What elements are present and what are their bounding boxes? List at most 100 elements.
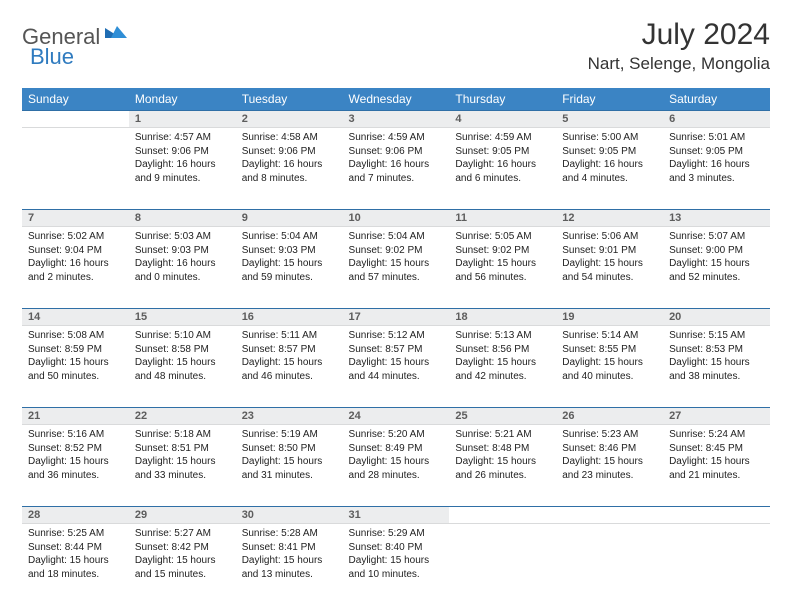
daylight-line: Daylight: 15 hours and 50 minutes. [28, 356, 123, 383]
daylight-line: Daylight: 16 hours and 3 minutes. [669, 158, 764, 185]
sunrise-line: Sunrise: 5:24 AM [669, 428, 764, 442]
day-cell: Sunrise: 5:01 AMSunset: 9:05 PMDaylight:… [663, 128, 770, 210]
sunrise-line: Sunrise: 4:58 AM [242, 131, 337, 145]
day-number-row: 123456 [22, 111, 770, 128]
sunset-line: Sunset: 9:06 PM [242, 145, 337, 159]
day-cell: Sunrise: 4:57 AMSunset: 9:06 PMDaylight:… [129, 128, 236, 210]
day-number: 18 [449, 309, 556, 326]
sunset-line: Sunset: 8:49 PM [349, 442, 444, 456]
sunrise-line: Sunrise: 5:01 AM [669, 131, 764, 145]
day-cell: Sunrise: 4:58 AMSunset: 9:06 PMDaylight:… [236, 128, 343, 210]
day-cell: Sunrise: 5:04 AMSunset: 9:02 PMDaylight:… [343, 227, 450, 309]
day-number-row: 21222324252627 [22, 408, 770, 425]
sunset-line: Sunset: 9:03 PM [135, 244, 230, 258]
header: General July 2024 Nart, Selenge, Mongoli… [22, 18, 770, 74]
sunrise-line: Sunrise: 5:13 AM [455, 329, 550, 343]
daylight-line: Daylight: 15 hours and 33 minutes. [135, 455, 230, 482]
day-number: 7 [22, 210, 129, 227]
day-number: 25 [449, 408, 556, 425]
day-cell: Sunrise: 5:11 AMSunset: 8:57 PMDaylight:… [236, 326, 343, 408]
day-number: 1 [129, 111, 236, 128]
day-number: 8 [129, 210, 236, 227]
day-cell: Sunrise: 5:19 AMSunset: 8:50 PMDaylight:… [236, 425, 343, 507]
sunrise-line: Sunrise: 5:27 AM [135, 527, 230, 541]
daylight-line: Daylight: 16 hours and 9 minutes. [135, 158, 230, 185]
day-content-row: Sunrise: 5:08 AMSunset: 8:59 PMDaylight:… [22, 326, 770, 408]
sunset-line: Sunset: 9:05 PM [669, 145, 764, 159]
day-cell: Sunrise: 5:20 AMSunset: 8:49 PMDaylight:… [343, 425, 450, 507]
location-label: Nart, Selenge, Mongolia [588, 54, 770, 74]
day-number: 20 [663, 309, 770, 326]
sunset-line: Sunset: 8:57 PM [349, 343, 444, 357]
sunset-line: Sunset: 8:51 PM [135, 442, 230, 456]
sunset-line: Sunset: 8:42 PM [135, 541, 230, 555]
day-cell: Sunrise: 5:25 AMSunset: 8:44 PMDaylight:… [22, 524, 129, 606]
day-number: 31 [343, 507, 450, 524]
day-number: 12 [556, 210, 663, 227]
day-cell: Sunrise: 5:27 AMSunset: 8:42 PMDaylight:… [129, 524, 236, 606]
sunrise-line: Sunrise: 5:25 AM [28, 527, 123, 541]
daylight-line: Daylight: 15 hours and 54 minutes. [562, 257, 657, 284]
day-cell [663, 524, 770, 606]
sunset-line: Sunset: 9:00 PM [669, 244, 764, 258]
daylight-line: Daylight: 16 hours and 4 minutes. [562, 158, 657, 185]
daylight-line: Daylight: 15 hours and 40 minutes. [562, 356, 657, 383]
day-content-row: Sunrise: 5:16 AMSunset: 8:52 PMDaylight:… [22, 425, 770, 507]
daylight-line: Daylight: 15 hours and 56 minutes. [455, 257, 550, 284]
daylight-line: Daylight: 15 hours and 21 minutes. [669, 455, 764, 482]
day-number-row: 28293031 [22, 507, 770, 524]
day-cell: Sunrise: 5:14 AMSunset: 8:55 PMDaylight:… [556, 326, 663, 408]
day-header: Saturday [663, 88, 770, 111]
title-block: July 2024 Nart, Selenge, Mongolia [588, 18, 770, 74]
day-number: 15 [129, 309, 236, 326]
day-cell: Sunrise: 5:21 AMSunset: 8:48 PMDaylight:… [449, 425, 556, 507]
day-number: 29 [129, 507, 236, 524]
day-number: 6 [663, 111, 770, 128]
sunset-line: Sunset: 8:57 PM [242, 343, 337, 357]
sunrise-line: Sunrise: 5:05 AM [455, 230, 550, 244]
day-number: 19 [556, 309, 663, 326]
day-cell: Sunrise: 5:08 AMSunset: 8:59 PMDaylight:… [22, 326, 129, 408]
day-number: 9 [236, 210, 343, 227]
day-number: 26 [556, 408, 663, 425]
sunrise-line: Sunrise: 5:23 AM [562, 428, 657, 442]
day-number-row: 14151617181920 [22, 309, 770, 326]
day-number [449, 507, 556, 524]
sunset-line: Sunset: 9:02 PM [455, 244, 550, 258]
sunrise-line: Sunrise: 5:14 AM [562, 329, 657, 343]
day-number: 22 [129, 408, 236, 425]
day-number [663, 507, 770, 524]
logo-text-blue-wrap: Blue [29, 44, 74, 70]
day-number: 11 [449, 210, 556, 227]
day-cell: Sunrise: 5:16 AMSunset: 8:52 PMDaylight:… [22, 425, 129, 507]
daylight-line: Daylight: 15 hours and 10 minutes. [349, 554, 444, 581]
day-cell: Sunrise: 5:10 AMSunset: 8:58 PMDaylight:… [129, 326, 236, 408]
daylight-line: Daylight: 16 hours and 8 minutes. [242, 158, 337, 185]
day-number: 4 [449, 111, 556, 128]
day-cell [556, 524, 663, 606]
sunset-line: Sunset: 9:02 PM [349, 244, 444, 258]
daylight-line: Daylight: 15 hours and 44 minutes. [349, 356, 444, 383]
sunrise-line: Sunrise: 5:18 AM [135, 428, 230, 442]
daylight-line: Daylight: 16 hours and 6 minutes. [455, 158, 550, 185]
sunrise-line: Sunrise: 5:29 AM [349, 527, 444, 541]
day-number: 17 [343, 309, 450, 326]
day-cell: Sunrise: 5:23 AMSunset: 8:46 PMDaylight:… [556, 425, 663, 507]
sunrise-line: Sunrise: 5:06 AM [562, 230, 657, 244]
sunrise-line: Sunrise: 5:28 AM [242, 527, 337, 541]
day-number: 30 [236, 507, 343, 524]
daylight-line: Daylight: 15 hours and 42 minutes. [455, 356, 550, 383]
day-number: 3 [343, 111, 450, 128]
sunrise-line: Sunrise: 5:11 AM [242, 329, 337, 343]
day-cell: Sunrise: 4:59 AMSunset: 9:06 PMDaylight:… [343, 128, 450, 210]
sunrise-line: Sunrise: 4:57 AM [135, 131, 230, 145]
day-header-row: SundayMondayTuesdayWednesdayThursdayFrid… [22, 88, 770, 111]
day-cell: Sunrise: 5:24 AMSunset: 8:45 PMDaylight:… [663, 425, 770, 507]
daylight-line: Daylight: 15 hours and 46 minutes. [242, 356, 337, 383]
sunset-line: Sunset: 8:52 PM [28, 442, 123, 456]
day-cell: Sunrise: 5:05 AMSunset: 9:02 PMDaylight:… [449, 227, 556, 309]
daylight-line: Daylight: 15 hours and 57 minutes. [349, 257, 444, 284]
logo-icon [105, 24, 127, 47]
day-number: 24 [343, 408, 450, 425]
day-header: Monday [129, 88, 236, 111]
